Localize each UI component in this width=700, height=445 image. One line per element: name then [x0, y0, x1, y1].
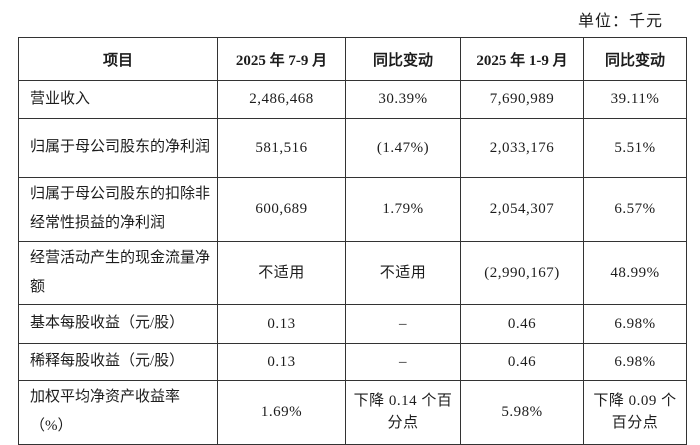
- cell-value: 6.98%: [583, 304, 687, 344]
- cell-value: 1.79%: [345, 177, 461, 242]
- table-row: 基本每股收益（元/股） 0.13 – 0.46 6.98%: [18, 304, 687, 344]
- cell-value: 39.11%: [583, 80, 687, 119]
- cell-value: 0.13: [217, 304, 346, 344]
- column-header-q3-yoy-change: 同比变动: [345, 37, 461, 81]
- table-row: 营业收入 2,486,468 30.39% 7,690,989 39.11%: [18, 80, 687, 119]
- table-row: 归属于母公司股东的扣除非经常性损益的净利润 600,689 1.79% 2,05…: [18, 177, 687, 242]
- row-label: 归属于母公司股东的净利润: [18, 118, 218, 178]
- cell-value: 6.57%: [583, 177, 687, 242]
- cell-value: 30.39%: [345, 80, 461, 119]
- cell-value: 下降 0.09 个百分点: [583, 380, 687, 445]
- cell-value: 0.46: [460, 343, 584, 381]
- cell-value: 0.13: [217, 343, 346, 381]
- cell-value: 1.69%: [217, 380, 346, 445]
- table-header-row: 项目 2025 年 7-9 月 同比变动 2025 年 1-9 月 同比变动: [18, 37, 687, 81]
- cell-value: 6.98%: [583, 343, 687, 381]
- table-row: 经营活动产生的现金流量净额 不适用 不适用 (2,990,167) 48.99%: [18, 240, 687, 305]
- cell-value: 581,516: [217, 118, 346, 178]
- cell-value: 2,486,468: [217, 80, 346, 119]
- cell-value: 不适用: [217, 240, 346, 305]
- cell-value: (2,990,167): [460, 240, 584, 305]
- row-label: 营业收入: [18, 80, 218, 119]
- cell-value: 5.51%: [583, 118, 687, 178]
- cell-value: 0.46: [460, 304, 584, 344]
- table-row: 稀释每股收益（元/股） 0.13 – 0.46 6.98%: [18, 343, 687, 381]
- cell-value: –: [345, 304, 461, 344]
- cell-value: 48.99%: [583, 240, 687, 305]
- cell-value: –: [345, 343, 461, 381]
- row-label: 稀释每股收益（元/股）: [18, 343, 218, 381]
- cell-value: (1.47%): [345, 118, 461, 178]
- table-row: 加权平均净资产收益率（%） 1.69% 下降 0.14 个百分点 5.98% 下…: [18, 380, 687, 445]
- unit-label: 单位：千元: [577, 13, 663, 30]
- column-header-ytd-period: 2025 年 1-9 月: [460, 37, 584, 81]
- cell-value: 600,689: [217, 177, 346, 242]
- financial-summary-table: 项目 2025 年 7-9 月 同比变动 2025 年 1-9 月 同比变动 营…: [18, 37, 687, 445]
- table-row: 归属于母公司股东的净利润 581,516 (1.47%) 2,033,176 5…: [18, 118, 687, 178]
- row-label: 基本每股收益（元/股）: [18, 304, 218, 344]
- column-header-item: 项目: [18, 37, 218, 81]
- row-label: 经营活动产生的现金流量净额: [18, 240, 218, 305]
- row-label: 归属于母公司股东的扣除非经常性损益的净利润: [18, 177, 218, 242]
- column-header-q3-period: 2025 年 7-9 月: [217, 37, 346, 81]
- cell-value: 7,690,989: [460, 80, 584, 119]
- cell-value: 2,033,176: [460, 118, 584, 178]
- row-label: 加权平均净资产收益率（%）: [18, 380, 218, 445]
- cell-value: 下降 0.14 个百分点: [345, 380, 461, 445]
- column-header-ytd-yoy-change: 同比变动: [583, 37, 687, 81]
- cell-value: 不适用: [345, 240, 461, 305]
- cell-value: 2,054,307: [460, 177, 584, 242]
- cell-value: 5.98%: [460, 380, 584, 445]
